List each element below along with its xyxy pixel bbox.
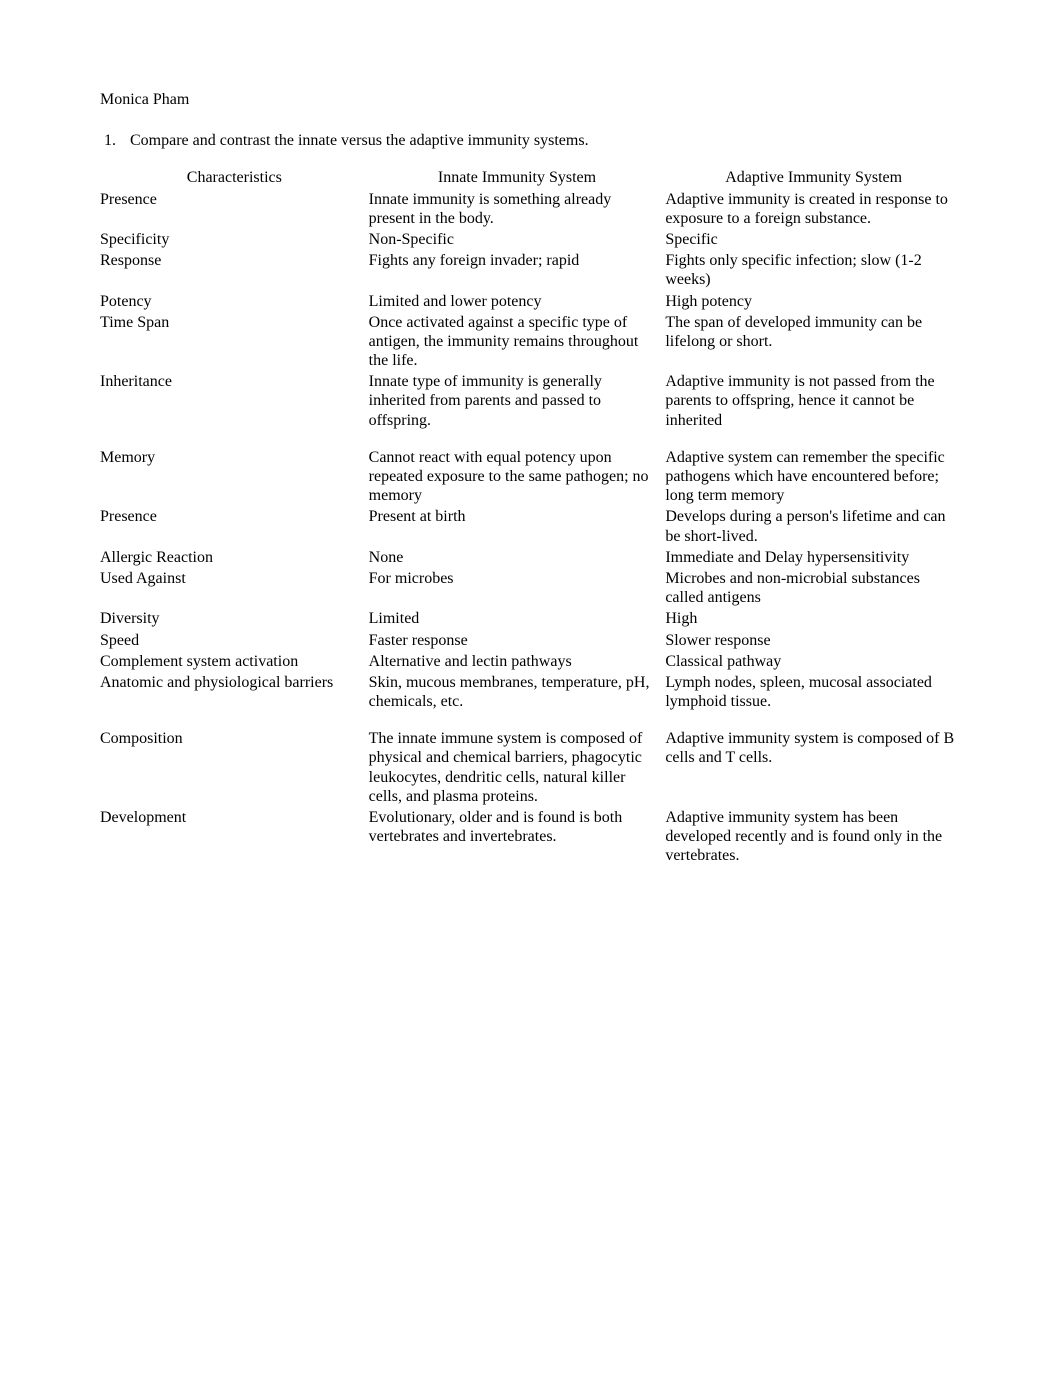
table-row: PotencyLimited and lower potencyHigh pot… [100, 292, 962, 313]
table-row: PresencePresent at birthDevelops during … [100, 507, 962, 547]
characteristic-cell: Potency [100, 292, 369, 313]
adaptive-cell: High [665, 609, 962, 630]
adaptive-cell: Adaptive immunity system has been develo… [665, 808, 962, 868]
adaptive-cell: Develops during a person's lifetime and … [665, 507, 962, 547]
adaptive-cell: Adaptive immunity is not passed from the… [665, 372, 962, 432]
innate-cell: Once activated against a specific type o… [369, 313, 666, 373]
table-row: SpeedFaster responseSlower response [100, 631, 962, 652]
innate-cell: None [369, 548, 666, 569]
table-row: PresenceInnate immunity is something alr… [100, 190, 962, 230]
header-adaptive: Adaptive Immunity System [665, 168, 962, 189]
table-body: PresenceInnate immunity is something alr… [100, 190, 962, 868]
table-row: Allergic ReactionNoneImmediate and Delay… [100, 548, 962, 569]
adaptive-cell: Lymph nodes, spleen, mucosal associated … [665, 673, 962, 713]
innate-cell: Fights any foreign invader; rapid [369, 251, 666, 291]
innate-cell: The innate immune system is composed of … [369, 713, 666, 808]
table-row: DevelopmentEvolutionary, older and is fo… [100, 808, 962, 868]
table-row: Used AgainstFor microbesMicrobes and non… [100, 569, 962, 609]
characteristic-cell: Speed [100, 631, 369, 652]
question-line: 1. Compare and contrast the innate versu… [100, 131, 962, 150]
characteristic-cell: Used Against [100, 569, 369, 609]
adaptive-cell: Fights only specific infection; slow (1-… [665, 251, 962, 291]
adaptive-cell: Adaptive immunity is created in response… [665, 190, 962, 230]
table-row: Complement system activationAlternative … [100, 652, 962, 673]
table-row: InheritanceInnate type of immunity is ge… [100, 372, 962, 432]
adaptive-cell: Classical pathway [665, 652, 962, 673]
characteristic-cell: Memory [100, 432, 369, 508]
characteristic-cell: Specificity [100, 230, 369, 251]
innate-cell: Non-Specific [369, 230, 666, 251]
question-text: Compare and contrast the innate versus t… [130, 132, 589, 149]
adaptive-cell: Adaptive immunity system is composed of … [665, 713, 962, 808]
characteristic-cell: Allergic Reaction [100, 548, 369, 569]
table-row: SpecificityNon-SpecificSpecific [100, 230, 962, 251]
innate-cell: Evolutionary, older and is found is both… [369, 808, 666, 868]
question-number: 1. [104, 131, 126, 150]
author-name: Monica Pham [100, 90, 962, 109]
adaptive-cell: Specific [665, 230, 962, 251]
characteristic-cell: Presence [100, 507, 369, 547]
header-innate: Innate Immunity System [369, 168, 666, 189]
innate-cell: Limited [369, 609, 666, 630]
characteristic-cell: Anatomic and physiological barriers [100, 673, 369, 713]
innate-cell: Limited and lower potency [369, 292, 666, 313]
adaptive-cell: Slower response [665, 631, 962, 652]
innate-cell: Innate type of immunity is generally inh… [369, 372, 666, 432]
table-header-row: Characteristics Innate Immunity System A… [100, 168, 962, 189]
innate-cell: Faster response [369, 631, 666, 652]
adaptive-cell: The span of developed immunity can be li… [665, 313, 962, 373]
table-row: ResponseFights any foreign invader; rapi… [100, 251, 962, 291]
innate-cell: Present at birth [369, 507, 666, 547]
characteristic-cell: Development [100, 808, 369, 868]
adaptive-cell: Immediate and Delay hypersensitivity [665, 548, 962, 569]
comparison-table: Characteristics Innate Immunity System A… [100, 168, 962, 867]
characteristic-cell: Time Span [100, 313, 369, 373]
characteristic-cell: Complement system activation [100, 652, 369, 673]
table-row: Time SpanOnce activated against a specif… [100, 313, 962, 373]
characteristic-cell: Inheritance [100, 372, 369, 432]
characteristic-cell: Composition [100, 713, 369, 808]
innate-cell: Skin, mucous membranes, temperature, pH,… [369, 673, 666, 713]
table-row: Anatomic and physiological barriersSkin,… [100, 673, 962, 713]
adaptive-cell: Adaptive system can remember the specifi… [665, 432, 962, 508]
innate-cell: Alternative and lectin pathways [369, 652, 666, 673]
table-row: CompositionThe innate immune system is c… [100, 713, 962, 808]
header-characteristics: Characteristics [100, 168, 369, 189]
table-row: MemoryCannot react with equal potency up… [100, 432, 962, 508]
innate-cell: Innate immunity is something already pre… [369, 190, 666, 230]
innate-cell: Cannot react with equal potency upon rep… [369, 432, 666, 508]
characteristic-cell: Response [100, 251, 369, 291]
adaptive-cell: Microbes and non-microbial substances ca… [665, 569, 962, 609]
characteristic-cell: Presence [100, 190, 369, 230]
table-row: DiversityLimitedHigh [100, 609, 962, 630]
innate-cell: For microbes [369, 569, 666, 609]
adaptive-cell: High potency [665, 292, 962, 313]
characteristic-cell: Diversity [100, 609, 369, 630]
